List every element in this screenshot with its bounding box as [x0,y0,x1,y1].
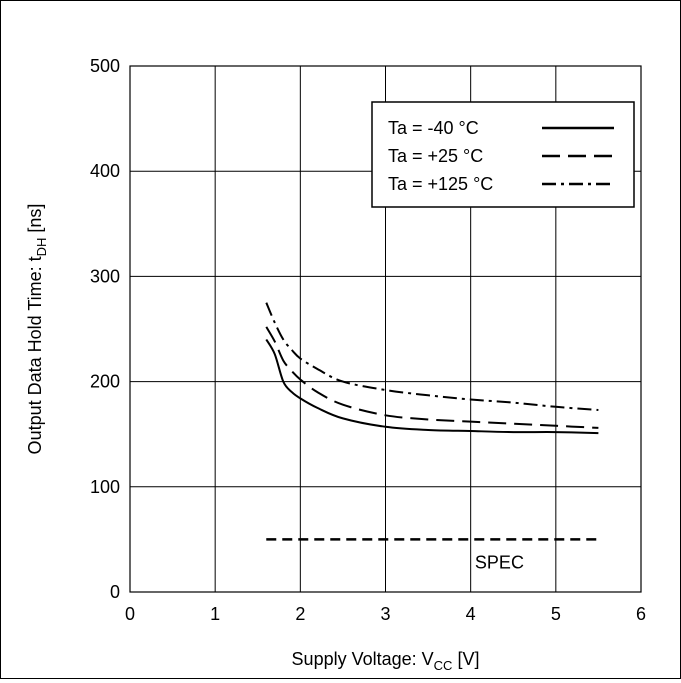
legend-box [371,101,635,208]
series-line-minus40c [265,338,599,435]
legend-entry-plus25c-label: Ta = +25 °C [388,146,483,166]
legend-entry-minus40c-label: Ta = -40 °C [388,118,479,138]
x-tick-label: 2 [295,604,305,624]
x-tick-label: 4 [466,604,476,624]
x-tick-label: 3 [380,604,390,624]
y-tick-label: 500 [90,56,120,76]
x-tick-label: 1 [210,604,220,624]
legend-entry-plus125c-label: Ta = +125 °C [388,174,493,194]
series-line-plus125c [265,302,599,411]
x-tick-labels: 0 1 2 3 4 5 6 [125,604,646,624]
x-tick-label: 5 [551,604,561,624]
y-tick-label: 0 [110,582,120,602]
plot-border [129,65,642,593]
series-line-plus25c [265,326,599,429]
x-axis-label-main: Supply Voltage: V [292,649,434,669]
y-axis-label-main: Output Data Hold Time: t [25,256,45,454]
x-axis-label-unit: [V] [452,649,479,669]
y-axis-label-unit: [ns] [25,204,45,238]
y-axis-label: Output Data Hold Time: tDH [ns] [25,204,49,455]
x-axis-label: Supply Voltage: VCC [V] [292,649,480,673]
y-tick-label: 200 [90,372,120,392]
y-tick-label: 100 [90,477,120,497]
y-tick-labels: 0 100 200 300 400 500 [90,56,120,602]
series-layer [265,302,599,435]
spec-layer: SPEC [266,538,599,572]
x-tick-label: 0 [125,604,135,624]
y-tick-label: 300 [90,266,120,286]
x-axis-label-sub: CC [434,658,453,673]
legend: Ta = -40 °C Ta = +25 °C Ta = +125 °C [371,101,635,208]
x-tick-label: 6 [636,604,646,624]
spec-label: SPEC [475,552,524,572]
y-tick-label: 400 [90,161,120,181]
y-axis-label-sub: DH [34,238,49,257]
